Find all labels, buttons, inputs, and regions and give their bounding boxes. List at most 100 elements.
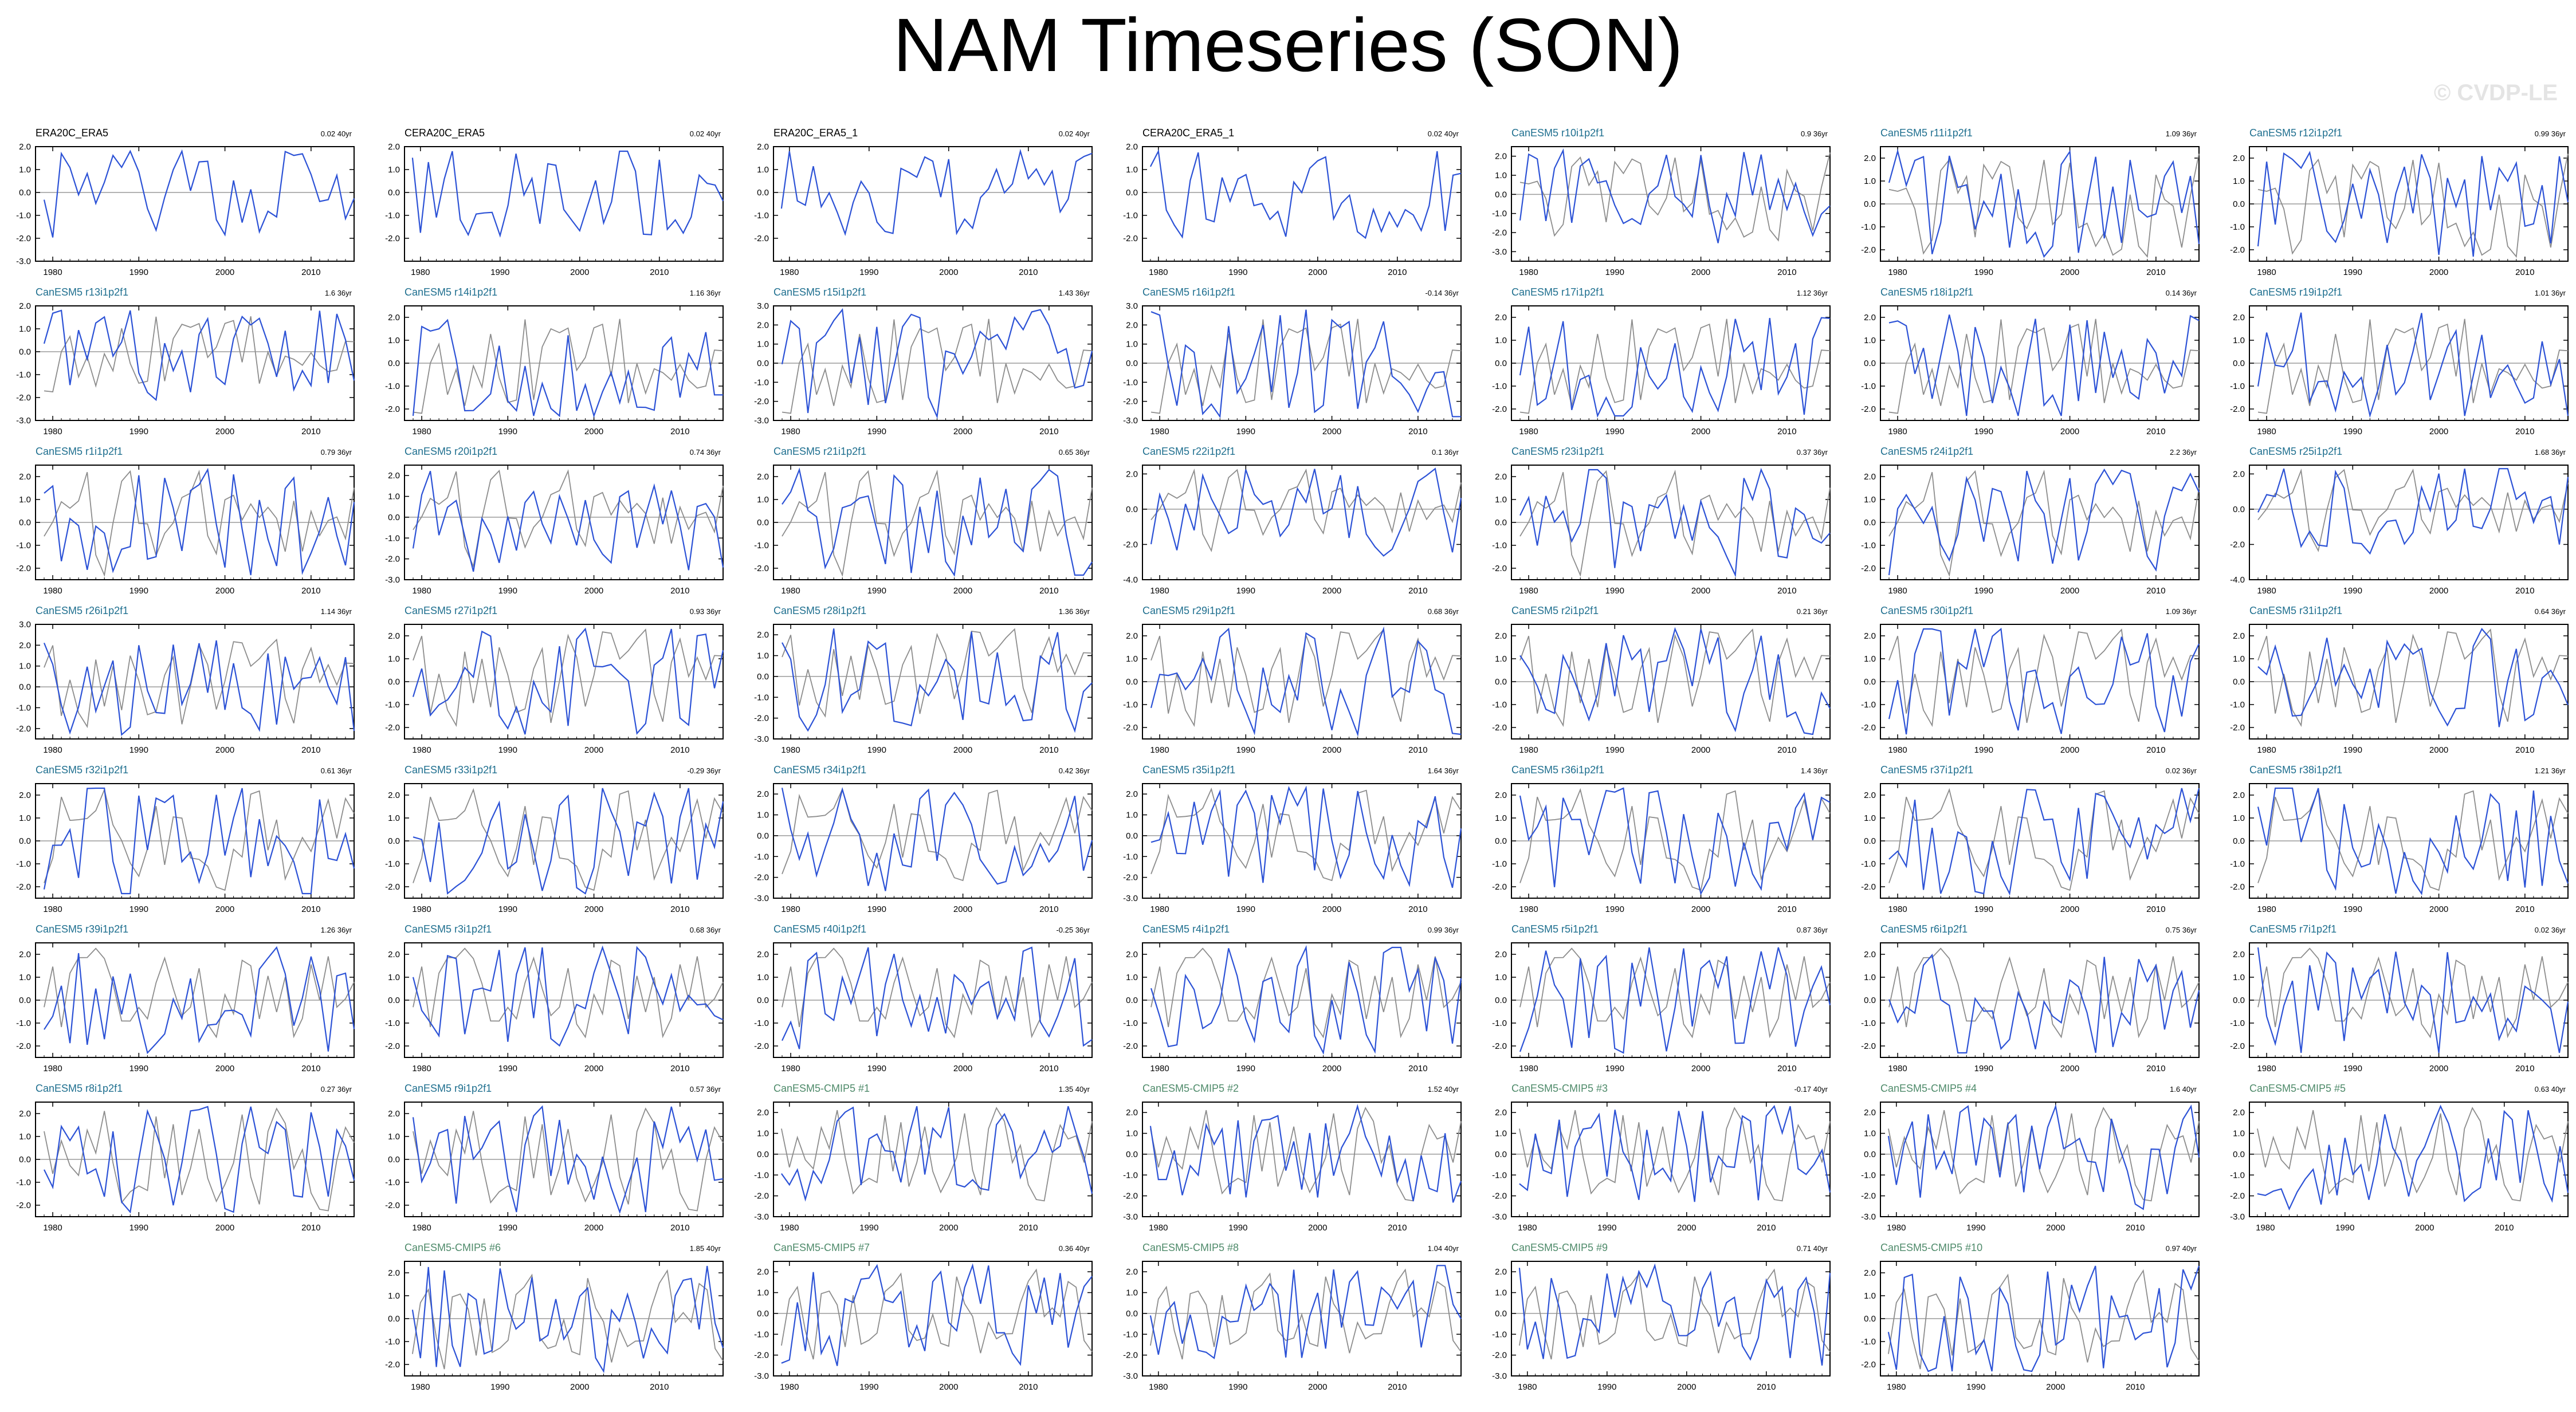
- x-tick-label: 1990: [859, 1223, 878, 1233]
- y-tick-label: 1.0: [1864, 1129, 1876, 1139]
- y-tick-label: -1.0: [754, 1170, 769, 1180]
- obs-series-line: [1888, 154, 2200, 258]
- y-tick-label: 3.0: [19, 620, 31, 630]
- y-tick-label: -1.0: [16, 859, 31, 869]
- y-tick-label: -3.0: [16, 257, 31, 266]
- member-series-line: [1519, 467, 1831, 578]
- panel-title: CanESM5 r11i1p2f1: [1880, 127, 1973, 139]
- x-tick-label: 1980: [1150, 1064, 1169, 1073]
- x-tick-label: 1990: [867, 1064, 886, 1073]
- panel-title: ERA20C_ERA5: [36, 127, 108, 139]
- y-tick-label: 0.0: [388, 1314, 400, 1324]
- x-tick-label: 1980: [1519, 586, 1538, 596]
- x-tick-label: 2000: [939, 1223, 958, 1233]
- member-series-line: [1150, 467, 1462, 557]
- x-tick-label: 1990: [1605, 745, 1624, 755]
- x-tick-label: 1990: [1236, 904, 1255, 914]
- y-tick-label: -1.0: [1123, 700, 1138, 710]
- member-series-line: [2257, 628, 2569, 727]
- plot-frame: [404, 146, 724, 262]
- y-tick-label: -3.0: [1861, 1212, 1876, 1222]
- y-tick-label: 0.0: [19, 1155, 31, 1165]
- x-tick-label: 2010: [670, 1223, 689, 1233]
- panel-18: CanESM5 r23i1p2f1 0.37 36yr 2.0 1.0 0.0 -1.0 -…: [1492, 446, 1831, 596]
- y-tick-label: -2.0: [16, 1041, 31, 1051]
- y-tick-label: 1.0: [1495, 1288, 1507, 1298]
- y-tick-label: -2.0: [1861, 882, 1876, 892]
- y-tick-label: -1.0: [1492, 381, 1507, 391]
- x-tick-label: 1990: [1236, 586, 1255, 596]
- member-series-line: [1519, 947, 1831, 1054]
- trend-label: 1.6 36yr: [325, 289, 352, 297]
- y-tick-label: 0.0: [1864, 677, 1876, 687]
- x-tick-label: 2010: [1777, 1064, 1796, 1073]
- x-tick-label: 2010: [301, 1223, 320, 1233]
- obs-series-line: [1150, 787, 1462, 882]
- y-tick-label: 2.0: [19, 790, 31, 800]
- panel-10: CanESM5 r16i1p2f1 -0.14 36yr 3.0 2.0 1.0 0.0 -…: [1123, 286, 1462, 436]
- x-tick-label: 2010: [2146, 268, 2165, 277]
- x-tick-label: 1980: [1150, 427, 1169, 436]
- x-tick-label: 2010: [1408, 1064, 1427, 1073]
- y-tick-label: -2.0: [16, 724, 31, 734]
- panel-title: CanESM5 r20i1p2f1: [405, 446, 497, 457]
- y-tick-label: -2.0: [1861, 1041, 1876, 1051]
- x-tick-label: 2010: [1039, 1064, 1058, 1073]
- panel-50: CanESM5-CMIP5 #7 0.36 40yr 2.0 1.0 0.0 -1.0 -2…: [754, 1242, 1093, 1392]
- y-tick-label: -2.0: [1861, 1360, 1876, 1370]
- panel-title: CanESM5 r30i1p2f1: [1880, 605, 1973, 616]
- y-tick-label: -1.0: [16, 211, 31, 221]
- panel-title: CanESM5 r37i1p2f1: [1880, 764, 1973, 776]
- obs-series-line: [1888, 788, 2200, 891]
- y-tick-label: -3.0: [1492, 1212, 1507, 1222]
- x-tick-label: 1980: [1519, 745, 1538, 755]
- member-series-line: [1150, 785, 1462, 888]
- panel-title: CanESM5-CMIP5 #10: [1880, 1242, 1982, 1253]
- y-tick-label: 2.0: [1864, 472, 1876, 482]
- y-tick-label: 1.0: [1126, 165, 1138, 175]
- y-tick-label: 1.0: [757, 340, 769, 349]
- y-tick-label: -3.0: [754, 894, 769, 903]
- panel-39: CanESM5 r5i1p2f1 0.87 36yr 2.0 1.0 0.0 -1.0 -2…: [1492, 923, 1831, 1073]
- y-tick-label: -2.0: [16, 1201, 31, 1210]
- x-tick-label: 1990: [1228, 1223, 1247, 1233]
- member-series-line: [1888, 148, 2200, 258]
- panel-title: CanESM5 r33i1p2f1: [405, 764, 497, 776]
- x-tick-label: 1980: [412, 1223, 431, 1233]
- y-tick-label: -1.0: [1861, 541, 1876, 550]
- y-tick-label: -2.0: [754, 397, 769, 407]
- y-tick-label: 1.0: [2233, 654, 2245, 664]
- x-tick-label: 1990: [129, 1223, 148, 1233]
- x-tick-label: 2000: [2046, 1223, 2065, 1233]
- y-tick-label: 2.0: [19, 640, 31, 650]
- y-tick-label: -2.0: [385, 723, 400, 733]
- trend-label: -0.14 36yr: [1425, 289, 1459, 297]
- panel-title: CanESM5 r38i1p2f1: [2249, 764, 2342, 776]
- panel-30: CanESM5 r34i1p2f1 0.42 36yr 2.0 1.0 0.0 -1.0 -…: [754, 764, 1093, 914]
- y-tick-label: -1.0: [1123, 1330, 1138, 1339]
- x-tick-label: 1980: [412, 1064, 431, 1073]
- panel-title: CanESM5 r14i1p2f1: [405, 286, 497, 298]
- trend-label: 0.99 36yr: [2535, 129, 2566, 138]
- obs-series-line: [1519, 628, 1831, 727]
- x-tick-label: 1980: [2257, 904, 2276, 914]
- y-tick-label: 2.0: [1864, 1108, 1876, 1118]
- panel-title: CanESM5 r7i1p2f1: [2249, 923, 2337, 935]
- member-series-line: [1519, 787, 1831, 896]
- x-tick-label: 2010: [2146, 904, 2165, 914]
- x-tick-label: 1980: [43, 904, 62, 914]
- y-tick-label: 0.0: [1126, 677, 1138, 687]
- trend-label: 1.6 40yr: [2170, 1085, 2197, 1094]
- panel-19: CanESM5 r24i1p2f1 2.2 36yr 2.0 1.0 0.0 -1.0 -2…: [1861, 446, 2200, 596]
- member-series-line: [1150, 626, 1462, 737]
- trend-label: 0.63 40yr: [2535, 1085, 2566, 1094]
- x-tick-label: 1980: [43, 427, 62, 436]
- panel-45: CanESM5-CMIP5 #2 1.52 40yr 2.0 1.0 0.0 -1.0 -2…: [1123, 1083, 1462, 1233]
- y-tick-label: 0.0: [388, 513, 400, 522]
- panel-title: CanESM5-CMIP5 #4: [1880, 1083, 1977, 1094]
- panel-title: CanESM5-CMIP5 #6: [405, 1242, 501, 1253]
- panel-33: CanESM5 r37i1p2f1 0.02 36yr 2.0 1.0 0.0 -1.0 -…: [1861, 764, 2200, 914]
- y-tick-label: -2.0: [754, 234, 769, 243]
- y-tick-label: -2.0: [1123, 397, 1138, 407]
- panel-48: CanESM5-CMIP5 #5 0.63 40yr 2.0 1.0 0.0 -1.0 -2…: [2230, 1083, 2569, 1233]
